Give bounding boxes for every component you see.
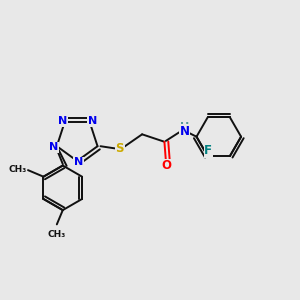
Text: F: F: [204, 144, 212, 157]
Text: O: O: [161, 159, 171, 172]
Text: N: N: [74, 158, 83, 167]
Text: CH₃: CH₃: [8, 165, 26, 174]
Text: N: N: [88, 116, 97, 126]
Text: S: S: [116, 142, 124, 155]
Text: N: N: [58, 116, 67, 126]
Text: N: N: [49, 142, 58, 152]
Text: CH₃: CH₃: [48, 230, 66, 239]
Text: N: N: [180, 125, 190, 138]
Text: H: H: [180, 122, 189, 132]
